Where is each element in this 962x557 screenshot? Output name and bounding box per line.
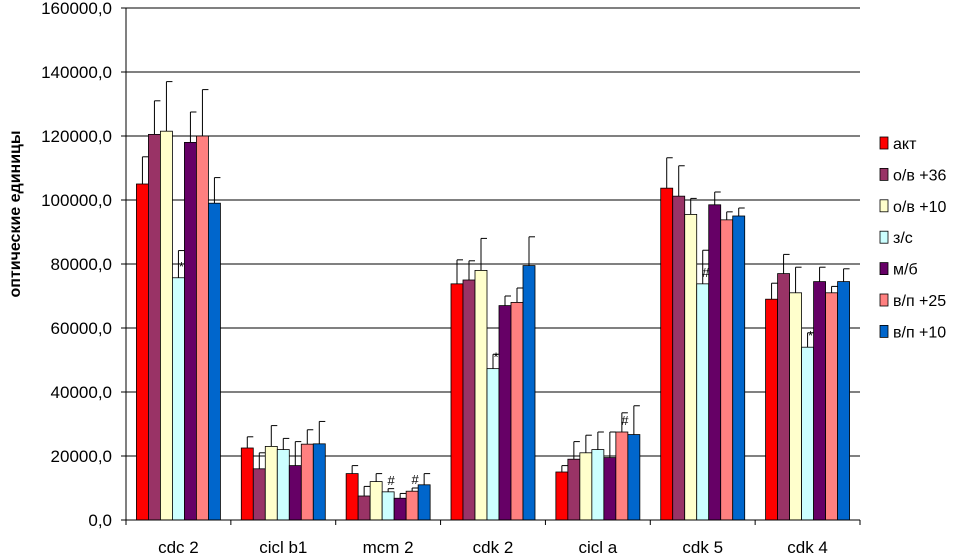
legend-label: о/в +10	[893, 199, 947, 216]
bar	[184, 141, 197, 521]
category-label: mcm 2	[363, 538, 414, 557]
category-label: cdk 2	[473, 538, 514, 557]
bar	[148, 133, 161, 521]
bar	[208, 202, 221, 521]
y-tick-label: 0,0	[88, 511, 112, 530]
legend-swatch	[879, 230, 889, 244]
bar	[498, 305, 512, 521]
bar	[765, 298, 778, 521]
bar	[252, 468, 266, 521]
y-tick-label: 20000,0	[51, 447, 112, 466]
bar	[789, 292, 802, 521]
bar	[240, 447, 254, 521]
bar	[136, 183, 149, 521]
y-axis-label: оптические единицы	[7, 130, 24, 297]
category-label: cicl a	[578, 538, 617, 557]
legend-swatch	[879, 136, 889, 150]
bar	[462, 279, 476, 521]
bar	[300, 443, 314, 521]
bar	[510, 301, 524, 521]
bar	[393, 497, 407, 521]
bar	[672, 195, 686, 521]
bar	[813, 281, 826, 521]
category-label: cdc 2	[158, 538, 199, 557]
bar	[381, 491, 395, 521]
legend-swatch	[879, 262, 889, 276]
bar	[264, 445, 278, 521]
legend-swatch	[879, 293, 889, 307]
legend-label: акт	[893, 136, 917, 153]
bar	[660, 187, 674, 521]
y-tick-label: 60000,0	[51, 319, 112, 338]
bar	[405, 490, 419, 521]
bar	[450, 283, 464, 521]
bar	[172, 277, 185, 521]
bar	[720, 219, 734, 521]
legend-label: м/б	[893, 262, 918, 279]
bars: * # # * # # *	[136, 81, 850, 521]
tick-labels: 0,0 20000,0 40000,0 60000,0 80000,0 100000,0 1…	[41, 0, 112, 530]
bar	[555, 471, 569, 521]
category-label: cicl b1	[259, 538, 307, 557]
legend-label: о/в +36	[893, 167, 947, 184]
bar	[825, 292, 838, 521]
significance-marker: #	[702, 265, 710, 280]
y-tick-label: 160000,0	[41, 0, 112, 18]
y-tick-label: 100000,0	[41, 191, 112, 210]
bar	[345, 473, 359, 521]
bar	[801, 346, 814, 521]
significance-marker: #	[388, 473, 396, 488]
significance-marker: #	[621, 413, 629, 428]
significance-marker: #	[412, 472, 420, 487]
y-tick-label: 140000,0	[41, 63, 112, 82]
bar	[196, 135, 209, 521]
bar	[684, 213, 698, 521]
bar	[357, 495, 371, 521]
bar	[603, 457, 617, 521]
significance-marker: *	[493, 350, 498, 365]
bar	[615, 431, 629, 521]
bar	[486, 368, 500, 521]
legend-label: в/п +25	[893, 293, 946, 310]
significance-marker: *	[808, 328, 813, 343]
legend: акт о/в +36 о/в +10 з/с м/б в/п +25 в/п +10	[879, 136, 947, 341]
significance-marker: *	[179, 259, 184, 274]
category-label: cdk 5	[682, 538, 723, 557]
bar	[276, 449, 290, 521]
bar	[567, 458, 581, 521]
axes	[125, 8, 860, 521]
bar	[579, 452, 593, 521]
bar	[417, 484, 431, 521]
bar	[312, 443, 326, 521]
bar	[627, 434, 641, 521]
bar	[474, 269, 488, 521]
legend-swatch	[879, 199, 889, 213]
bar	[288, 465, 302, 521]
bar	[591, 449, 605, 521]
bar	[732, 215, 746, 521]
legend-swatch	[879, 324, 889, 338]
legend-label: з/с	[893, 230, 913, 247]
y-tick-label: 40000,0	[51, 383, 112, 402]
bar	[777, 273, 790, 521]
y-tick-label: 80000,0	[51, 255, 112, 274]
category-labels: cdc 2 cicl b1 mcm 2 cdk 2 cicl a cdk 5 cdk 4	[158, 538, 828, 557]
bar	[160, 130, 173, 521]
bar	[696, 283, 710, 521]
bar	[369, 481, 383, 521]
bar	[522, 265, 536, 521]
legend-swatch	[879, 167, 889, 181]
y-tick-label: 120000,0	[41, 127, 112, 146]
bar	[708, 204, 722, 521]
bar	[837, 281, 850, 521]
category-label: cdk 4	[787, 538, 828, 557]
legend-label: в/п +10	[893, 324, 946, 341]
